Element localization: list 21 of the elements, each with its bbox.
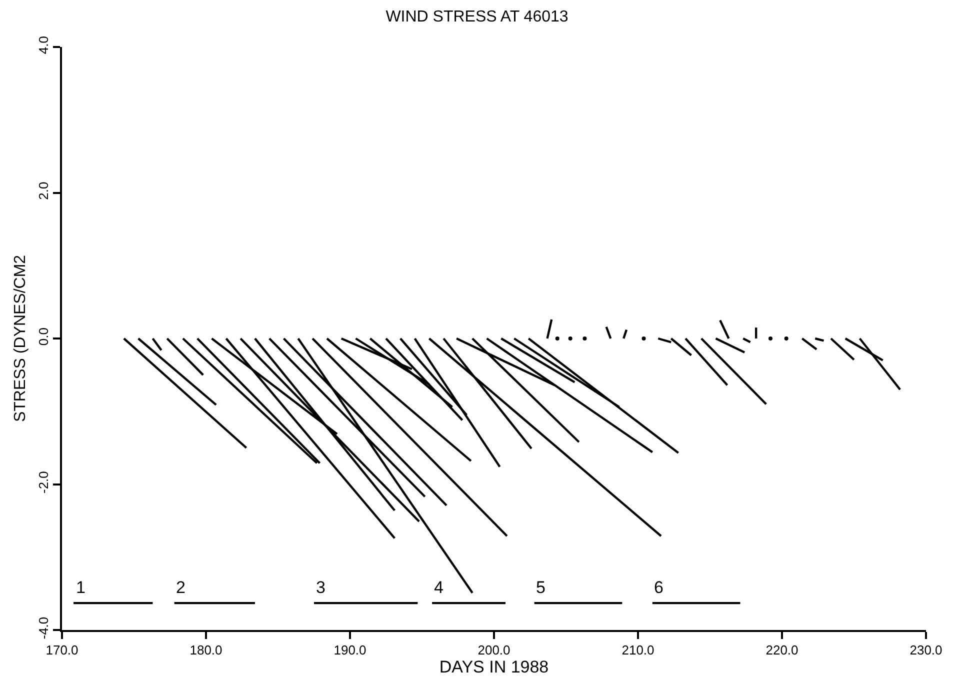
y-tick-label: 4.0 bbox=[36, 36, 51, 54]
chart-title: WIND STRESS AT 46013 bbox=[386, 8, 568, 26]
y-tick-label: -2.0 bbox=[36, 471, 51, 494]
annotation: 3 bbox=[316, 578, 326, 597]
x-tick-label: 210.0 bbox=[622, 642, 654, 658]
y-tick-label: 0.0 bbox=[36, 328, 51, 346]
y-axis-title: STRESS (DYNES/CM2 bbox=[12, 254, 30, 422]
y-tick-label: 2.0 bbox=[36, 182, 51, 200]
y-tick-label: -4.0 bbox=[36, 616, 51, 640]
x-tick-label: 220.0 bbox=[766, 642, 798, 658]
x-tick-label: 180.0 bbox=[190, 642, 222, 658]
annotation: 4 bbox=[434, 578, 444, 597]
x-tick-label: 200.0 bbox=[478, 642, 510, 658]
x-axis-title: DAYS IN 1988 bbox=[439, 658, 549, 677]
x-tick-label: 230.0 bbox=[910, 642, 942, 658]
x-tick-label: 170.0 bbox=[46, 642, 78, 658]
annotation: 2 bbox=[176, 578, 186, 597]
annotation: 1 bbox=[76, 578, 86, 597]
x-tick-label: 190.0 bbox=[334, 642, 366, 658]
annotation: 5 bbox=[536, 578, 546, 597]
annotation: 6 bbox=[654, 578, 664, 597]
